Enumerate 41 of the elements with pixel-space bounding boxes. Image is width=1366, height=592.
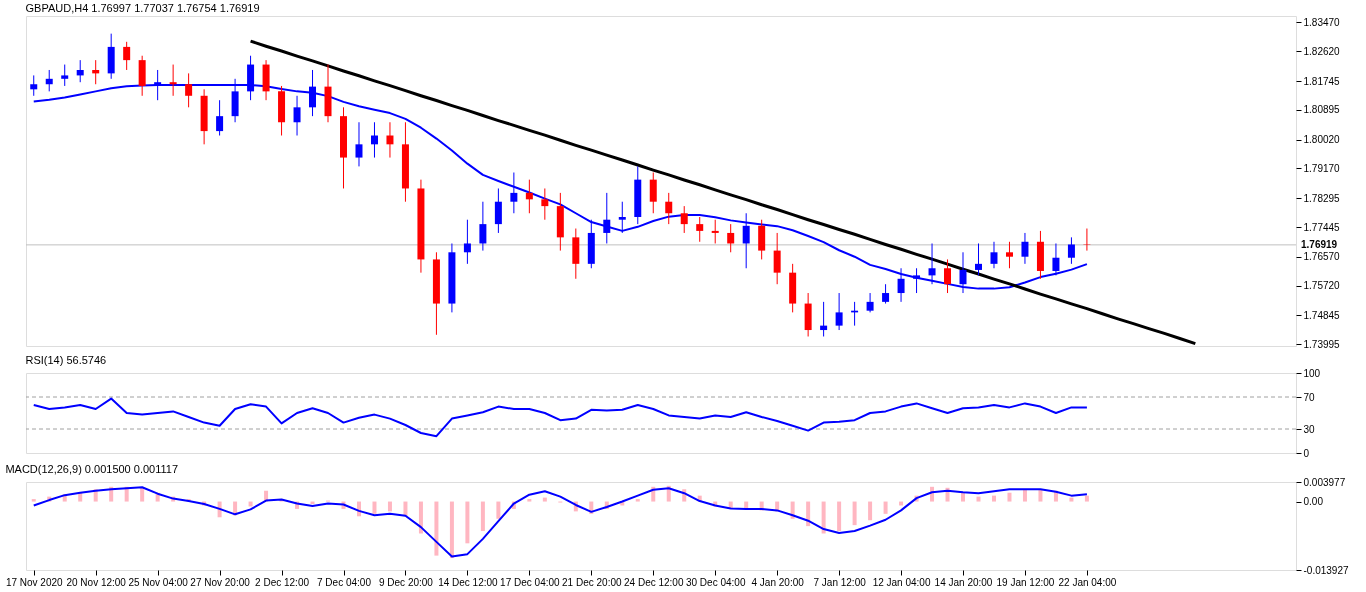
y-tick-label: 1.80020 xyxy=(1303,134,1341,146)
x-tick-label: 14 Jan 20:00 xyxy=(934,576,993,588)
ref-line-label: 1.76919 xyxy=(1301,238,1338,250)
y-tick-label: 0.003977 xyxy=(1303,476,1346,488)
x-tick-label: 7 Dec 04:00 xyxy=(317,576,372,588)
y-tick-label: 1.80895 xyxy=(1303,104,1341,116)
x-tick-label: 14 Dec 12:00 xyxy=(438,576,499,588)
y-tick-label: 1.81745 xyxy=(1303,75,1341,87)
x-tick-label: 24 Dec 12:00 xyxy=(624,576,684,588)
x-tick-label: 9 Dec 20:00 xyxy=(378,576,434,588)
x-tick-label: 2 Dec 12:00 xyxy=(255,576,310,588)
y-tick-label: 1.82620 xyxy=(1303,45,1341,57)
x-tick-label: 17 Dec 04:00 xyxy=(500,576,561,588)
chart-title: RSI(14) 56.5746 xyxy=(25,354,107,366)
x-tick-label: 22 Jan 04:00 xyxy=(1058,576,1117,588)
x-tick-label: 7 Jan 12:00 xyxy=(813,576,867,588)
chart-title: GBPAUD,H4 1.76997 1.77037 1.76754 1.76919 xyxy=(25,2,260,14)
y-tick-label: -0.013927 xyxy=(1303,564,1349,576)
y-tick-label: 1.77445 xyxy=(1303,221,1341,233)
y-tick-label: 1.76570 xyxy=(1303,251,1341,263)
x-tick-label: 21 Dec 20:00 xyxy=(562,576,622,588)
x-tick-label: 19 Jan 12:00 xyxy=(996,576,1055,588)
x-tick-label: 27 Nov 20:00 xyxy=(190,576,251,588)
x-tick-label: 30 Dec 04:00 xyxy=(685,576,746,588)
x-tick-label: 4 Jan 20:00 xyxy=(751,576,805,588)
y-tick-label: 1.83470 xyxy=(1303,16,1341,28)
x-tick-label: 12 Jan 04:00 xyxy=(872,576,931,588)
y-tick-label: 1.75720 xyxy=(1303,280,1341,292)
chart-title: MACD(12,26,9) 0.001500 0.001117 xyxy=(5,463,179,475)
x-tick-label: 20 Nov 12:00 xyxy=(66,576,127,588)
y-tick-label: 100 xyxy=(1303,367,1321,379)
y-tick-label: 0.00 xyxy=(1303,496,1324,508)
y-tick-label: 30 xyxy=(1303,423,1316,435)
y-tick-label: 70 xyxy=(1303,391,1316,403)
y-tick-label: 1.78295 xyxy=(1303,192,1341,204)
y-tick-label: 1.73995 xyxy=(1303,338,1341,350)
x-tick-label: 25 Nov 04:00 xyxy=(128,576,189,588)
x-tick-label: 17 Nov 2020 xyxy=(5,576,64,588)
y-tick-label: 0 xyxy=(1303,447,1310,459)
y-tick-label: 1.79170 xyxy=(1303,162,1341,174)
y-tick-label: 1.74845 xyxy=(1303,309,1341,321)
